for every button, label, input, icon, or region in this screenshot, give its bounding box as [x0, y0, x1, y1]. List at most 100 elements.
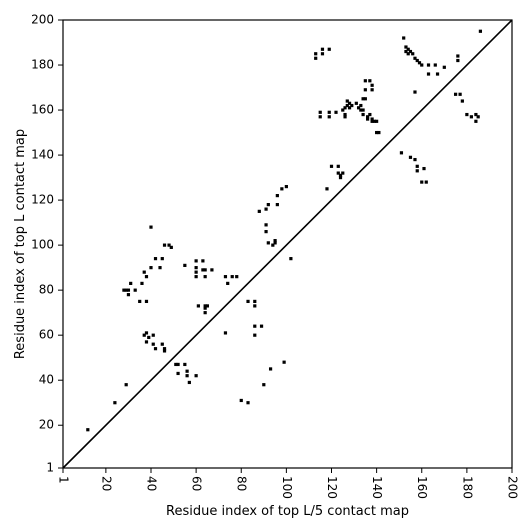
contact-point: [320, 52, 325, 56]
contact-point: [86, 428, 90, 432]
contact-point: [375, 119, 379, 123]
contact-point: [404, 45, 408, 49]
x-tick-label: 120: [325, 476, 339, 499]
contact-point: [167, 243, 171, 247]
contact-point: [424, 180, 428, 184]
contact-point: [126, 288, 131, 292]
contact-point: [162, 243, 167, 247]
x-tick-label: 100: [280, 476, 294, 499]
contact-point: [359, 103, 363, 108]
contact-point: [151, 333, 155, 337]
x-axis-label: Residue index of top L/5 contact map: [166, 504, 409, 519]
contact-point: [408, 155, 413, 159]
contact-point: [194, 266, 198, 270]
contact-point: [203, 311, 207, 315]
contact-point: [144, 340, 149, 344]
contact-point: [129, 281, 133, 285]
x-tick-label: 140: [370, 476, 384, 499]
contact-point: [160, 257, 164, 261]
contact-point: [264, 223, 268, 227]
contact-point: [456, 54, 460, 58]
contact-point: [257, 209, 261, 213]
contact-point: [408, 49, 413, 54]
y-tick-label: 1: [46, 461, 54, 475]
x-tick-label: 180: [460, 476, 474, 499]
contact-point: [366, 115, 370, 119]
contact-point: [314, 52, 318, 56]
x-tick-label: 200: [506, 476, 520, 499]
contact-point: [406, 47, 410, 51]
contact-point: [158, 266, 162, 270]
contact-point: [453, 92, 458, 96]
contact-point: [420, 180, 424, 184]
contact-point: [174, 362, 178, 367]
y-tick-label: 80: [39, 283, 54, 297]
contact-point: [201, 268, 205, 272]
contact-point: [147, 335, 151, 340]
contact-point: [246, 299, 250, 304]
contact-point: [417, 61, 422, 65]
contact-point: [361, 97, 365, 101]
contact-point: [465, 112, 469, 117]
contact-point: [370, 88, 374, 92]
contact-point: [230, 275, 234, 279]
y-axis-label: Residue index of top L contact map: [13, 129, 28, 359]
contact-point: [253, 299, 257, 304]
contact-point: [426, 63, 431, 67]
contact-point: [404, 49, 408, 54]
contact-point: [235, 275, 239, 279]
contact-point: [372, 119, 376, 123]
contact-point: [253, 333, 257, 337]
contact-point: [196, 304, 200, 308]
y-tick-label: 140: [31, 148, 54, 162]
contact-point: [223, 331, 228, 335]
contact-point: [273, 241, 277, 245]
contact-point: [476, 115, 480, 119]
contact-point: [347, 101, 352, 105]
contact-point: [273, 239, 277, 243]
contact-point: [406, 52, 410, 56]
contact-point: [327, 115, 331, 119]
contact-point: [345, 103, 349, 108]
contact-point: [347, 106, 352, 110]
contact-point: [402, 36, 406, 40]
contact-point: [474, 112, 478, 117]
contact-point: [282, 360, 286, 364]
contact-point: [377, 130, 381, 135]
contact-point: [185, 369, 189, 373]
contact-point: [203, 306, 207, 310]
contact-point: [176, 371, 180, 376]
contact-point: [264, 230, 268, 234]
contact-point: [194, 259, 198, 263]
contact-point: [435, 72, 440, 76]
contact-point: [144, 331, 149, 335]
diagonal-line: [62, 19, 513, 469]
x-tick-label: 40: [144, 476, 158, 491]
contact-point: [336, 164, 340, 168]
y-tick-label: 180: [31, 58, 54, 72]
contact-point: [413, 56, 417, 60]
contact-point: [124, 383, 128, 387]
contact-point: [361, 108, 365, 112]
contact-point: [433, 63, 437, 67]
contact-point: [266, 241, 270, 245]
contact-point: [336, 171, 340, 175]
y-tick-label: 100: [31, 238, 54, 252]
contact-point: [442, 65, 446, 69]
contact-point: [183, 362, 187, 367]
contact-point: [201, 259, 205, 263]
contact-point: [329, 164, 334, 168]
contact-point: [478, 29, 483, 33]
contact-point: [205, 304, 209, 308]
contact-point: [460, 99, 464, 103]
contact-point: [343, 106, 347, 110]
contact-point: [253, 304, 257, 308]
contact-point: [318, 115, 322, 119]
contact-point: [363, 79, 367, 83]
contact-point: [368, 112, 372, 117]
contact-point: [194, 374, 198, 378]
contact-point: [122, 288, 126, 292]
contact-point: [194, 275, 198, 279]
x-tick-label: 160: [415, 476, 429, 499]
contact-point: [187, 380, 191, 385]
